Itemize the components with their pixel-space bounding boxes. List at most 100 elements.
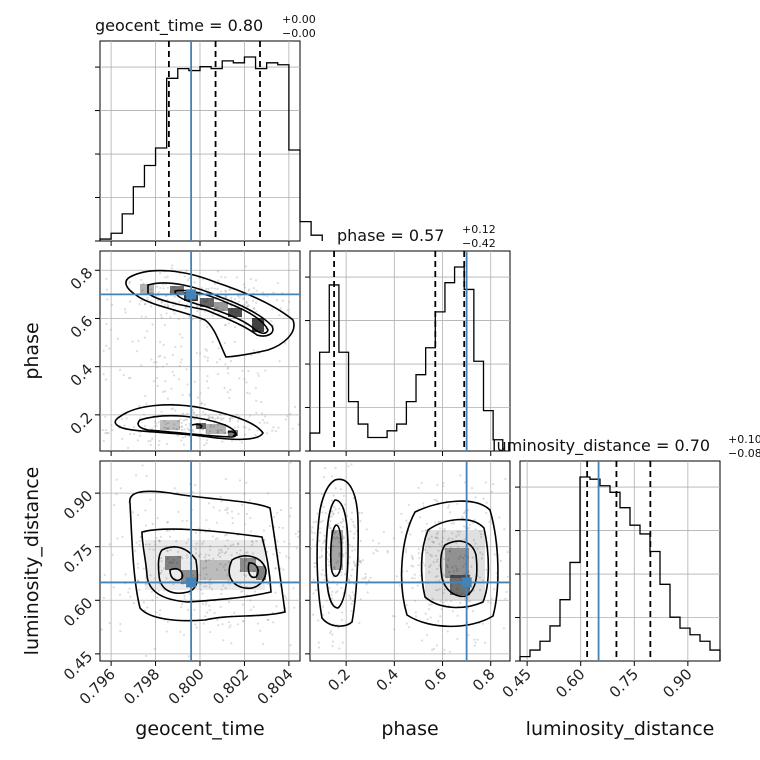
sample-point — [319, 531, 322, 534]
sample-point — [60, 345, 62, 347]
sample-point — [436, 558, 439, 561]
sample-point — [459, 555, 462, 558]
sample-point — [102, 349, 105, 352]
sample-point — [101, 428, 104, 432]
sample-point — [459, 601, 462, 604]
sample-point — [146, 606, 149, 609]
sample-point — [451, 532, 454, 535]
sample-point — [177, 318, 181, 321]
sample-point — [505, 590, 508, 594]
sample-point — [354, 563, 357, 566]
sample-point — [321, 511, 324, 514]
sample-point — [429, 616, 432, 619]
hist-phase — [309, 266, 504, 451]
sample-point — [166, 549, 169, 552]
sample-point — [164, 276, 167, 279]
sample-point — [430, 603, 433, 606]
sample-point — [186, 412, 189, 415]
sample-point — [369, 576, 372, 579]
sample-point — [457, 557, 460, 560]
sample-point — [229, 317, 233, 320]
sample-point — [321, 568, 324, 571]
sample-point — [134, 549, 137, 552]
sample-point — [121, 535, 124, 538]
sample-point — [128, 300, 132, 303]
density-cell — [445, 548, 469, 578]
sample-point — [479, 551, 482, 554]
sample-point — [136, 579, 140, 582]
sample-point — [159, 535, 162, 539]
sample-point — [293, 606, 296, 609]
sample-point — [483, 641, 487, 644]
title-text: geocent_time = 0.80 — [95, 16, 263, 36]
sample-point — [351, 591, 354, 594]
sample-point — [327, 611, 331, 614]
sample-point — [144, 303, 147, 306]
sample-point — [205, 441, 208, 445]
sample-point — [159, 354, 162, 358]
sample-point — [185, 368, 188, 371]
sample-point — [365, 528, 368, 531]
sample-point — [366, 591, 369, 594]
sample-point — [436, 537, 439, 540]
sample-point — [143, 302, 147, 306]
sample-point — [202, 540, 205, 543]
density-cell — [252, 318, 264, 332]
sample-point — [229, 624, 232, 627]
sample-point — [100, 628, 103, 631]
sample-point — [105, 288, 109, 291]
sample-point — [492, 588, 496, 591]
sample-point — [320, 555, 323, 559]
sample-point — [258, 421, 261, 424]
sample-point — [467, 607, 470, 610]
sample-point — [178, 378, 181, 381]
sample-point — [186, 556, 189, 559]
sample-point — [411, 576, 414, 580]
sample-point — [237, 542, 240, 545]
sample-point — [364, 572, 367, 575]
sample-point — [318, 539, 321, 543]
sample-point — [127, 377, 131, 380]
sample-point — [226, 367, 229, 371]
sample-point — [188, 315, 191, 319]
sample-point — [219, 562, 222, 566]
sample-point — [351, 599, 355, 603]
sample-point — [286, 415, 289, 418]
sample-point — [108, 543, 111, 546]
sample-point — [144, 524, 148, 527]
sample-point — [154, 543, 157, 546]
sample-point — [162, 567, 166, 570]
sample-point — [432, 541, 435, 544]
sample-point — [220, 551, 223, 554]
sample-point — [331, 545, 335, 548]
sample-point — [439, 600, 442, 603]
sample-point — [299, 533, 300, 535]
sample-point — [223, 432, 226, 435]
title-minus: −0.42 — [462, 237, 496, 250]
truth-marker — [186, 577, 197, 588]
sample-point — [267, 618, 270, 621]
sample-point — [215, 521, 218, 524]
sample-point — [85, 304, 87, 306]
sample-point — [332, 536, 335, 539]
sample-point — [392, 537, 395, 540]
sample-point — [102, 596, 106, 599]
sample-point — [331, 475, 334, 478]
sample-point — [448, 650, 451, 654]
sample-point — [132, 602, 136, 605]
sample-point — [154, 422, 157, 425]
sample-point — [260, 412, 264, 415]
sample-point — [224, 477, 227, 481]
sample-point — [263, 421, 266, 424]
sample-point — [226, 539, 229, 542]
sample-point — [426, 618, 429, 621]
sample-point — [209, 425, 212, 429]
sample-point — [225, 550, 228, 554]
sample-point — [110, 424, 113, 427]
sample-point — [145, 654, 148, 657]
sample-point — [207, 554, 211, 557]
sample-point — [221, 623, 224, 626]
sample-point — [474, 641, 477, 644]
sample-point — [352, 537, 355, 540]
sample-point — [194, 552, 198, 555]
